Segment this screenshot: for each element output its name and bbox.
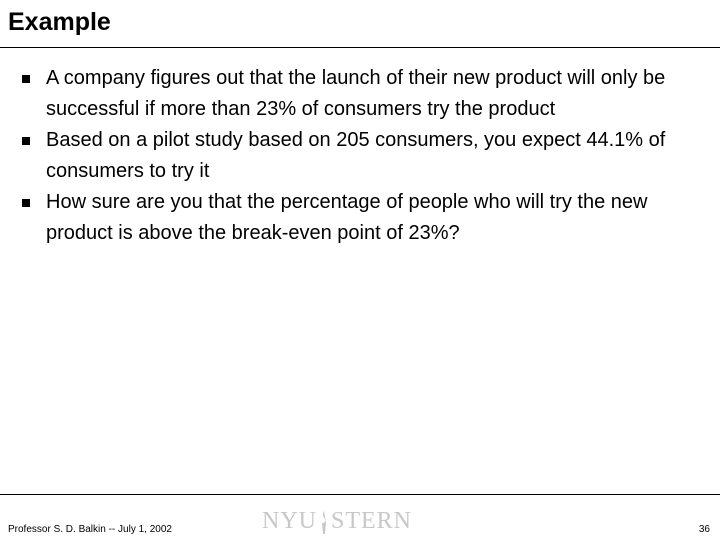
bullet-marker	[22, 75, 30, 83]
footer-author: Professor S. D. Balkin -- July 1, 2002	[8, 524, 172, 535]
title-rule	[0, 47, 720, 48]
bullet-marker	[22, 199, 30, 207]
logo-right: STERN	[331, 508, 413, 534]
footer-rule	[0, 494, 720, 495]
bullet-text: How sure are you that the percentage of …	[46, 191, 648, 244]
logo-torch	[322, 510, 326, 534]
bullet-text: A company figures out that the launch of…	[46, 67, 666, 120]
logo: NYU STERN	[262, 508, 412, 535]
bullet-item: How sure are you that the percentage of …	[22, 187, 708, 249]
logo-left: NYU	[262, 508, 317, 534]
page-number: 36	[698, 524, 710, 535]
bullet-item: Based on a pilot study based on 205 cons…	[22, 125, 708, 187]
slide-title: Example	[8, 8, 111, 36]
bullet-marker	[22, 137, 30, 145]
bullet-list: A company figures out that the launch of…	[22, 63, 712, 249]
bullet-item: A company figures out that the launch of…	[22, 63, 708, 125]
bullet-text: Based on a pilot study based on 205 cons…	[46, 129, 666, 182]
